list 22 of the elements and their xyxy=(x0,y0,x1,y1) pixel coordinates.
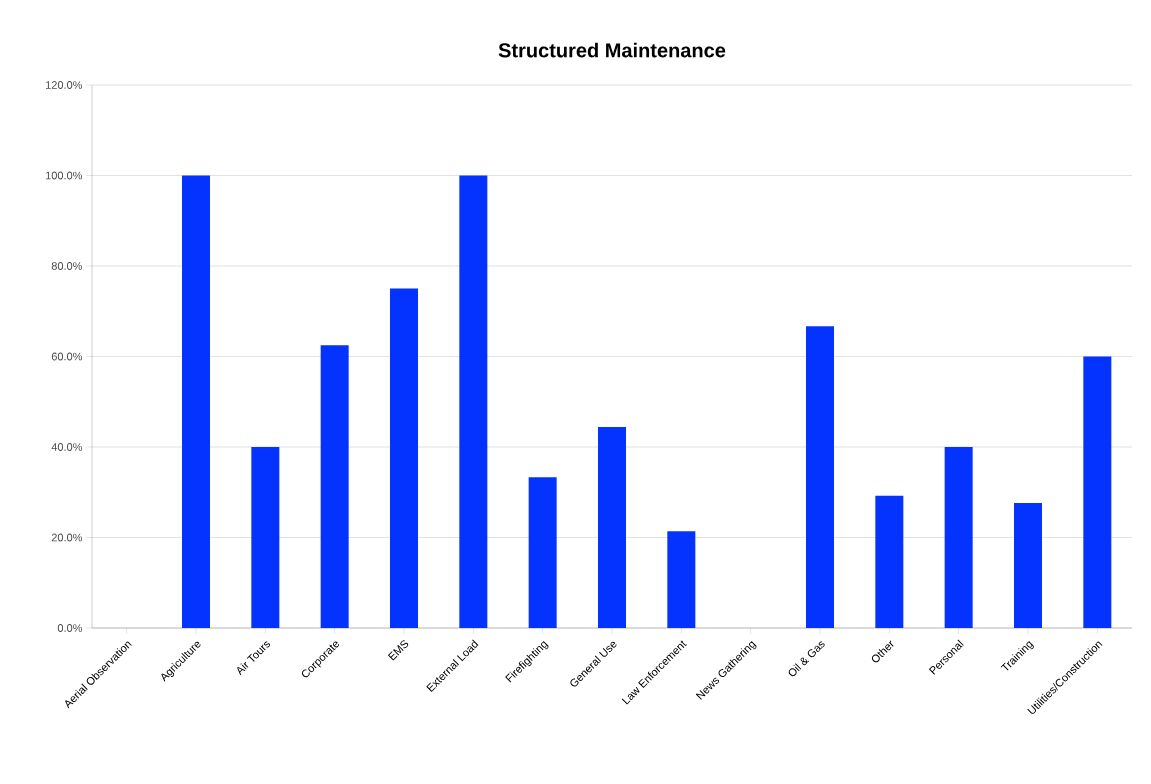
bar xyxy=(806,326,834,628)
y-tick-label: 60.0% xyxy=(51,352,83,361)
y-tick-label: 0.0% xyxy=(57,624,83,632)
y-tick-label: 40.0% xyxy=(51,443,83,451)
bar xyxy=(875,495,904,628)
bar xyxy=(528,477,557,628)
y-tick-label: 80.0% xyxy=(51,262,83,270)
y-tick-label: 100.0% xyxy=(46,171,83,180)
bar xyxy=(667,531,696,628)
y-tick-label: 120.0% xyxy=(46,81,83,89)
bar xyxy=(320,345,349,628)
bar xyxy=(182,175,211,628)
bar xyxy=(459,175,488,628)
x-tick-label: Oil & Gas xyxy=(788,641,825,677)
bar xyxy=(390,288,419,628)
chart-title: Structured Maintenance xyxy=(498,42,726,58)
bar xyxy=(251,446,280,628)
bar xyxy=(598,427,626,628)
y-tick-label: 20.0% xyxy=(51,533,83,542)
bar xyxy=(1083,356,1112,628)
bar xyxy=(944,446,973,628)
bar xyxy=(1014,503,1042,628)
